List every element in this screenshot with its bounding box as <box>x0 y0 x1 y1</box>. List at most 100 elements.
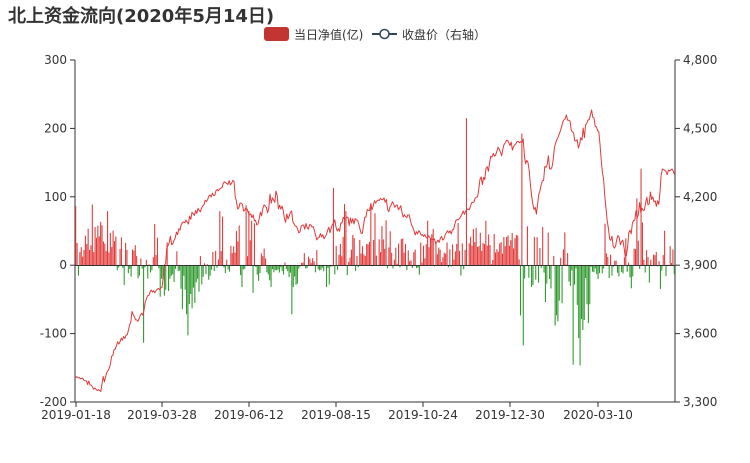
net-flow-bar <box>380 252 382 266</box>
net-flow-bar <box>553 255 555 266</box>
net-flow-bar <box>195 265 197 283</box>
net-flow-bar <box>215 250 217 266</box>
net-flow-bar <box>477 246 479 266</box>
net-flow-bar <box>608 265 610 279</box>
net-flow-bar <box>500 242 502 266</box>
net-flow-bar <box>323 265 325 272</box>
net-flow-bar <box>86 244 88 266</box>
net-flow-bar <box>337 265 339 270</box>
net-flow-bar <box>442 257 444 266</box>
net-flow-bar <box>82 256 84 266</box>
net-flow-bar <box>123 265 125 286</box>
net-flow-bar <box>264 258 267 266</box>
net-flow-bar <box>176 251 178 266</box>
net-flow-bar <box>571 265 573 271</box>
net-flow-bar <box>628 262 630 266</box>
net-flow-bar <box>226 259 228 266</box>
net-flow-bar <box>138 265 140 276</box>
net-flow-bar <box>140 258 142 266</box>
net-flow-bar <box>87 228 89 266</box>
net-flow-bar <box>470 236 472 266</box>
chart-title: 北上资金流向(2020年5月14日) <box>8 6 275 27</box>
net-flow-bar <box>266 265 268 273</box>
net-flow-bar <box>343 204 346 266</box>
net-flow-bar <box>594 265 596 269</box>
net-flow-bar <box>206 264 208 266</box>
net-flow-bar <box>429 238 431 266</box>
net-flow-bar <box>273 265 275 273</box>
net-flow-bar <box>345 211 347 266</box>
net-flow-bar <box>589 265 591 305</box>
net-flow-bar <box>652 254 655 266</box>
net-flow-bar <box>672 249 674 266</box>
net-flow-bar <box>550 265 552 289</box>
legend-line-swatch <box>372 28 397 40</box>
net-flow-bar <box>167 265 170 291</box>
net-flow-bar <box>248 210 250 266</box>
net-flow-bar <box>560 257 562 266</box>
net-flow-bar <box>472 229 474 266</box>
net-flow-bar <box>522 265 524 346</box>
net-flow-bar <box>597 265 599 280</box>
net-flow-bar <box>406 265 408 271</box>
net-flow-bar <box>313 261 315 266</box>
net-flow-bar <box>639 265 641 269</box>
net-flow-bar <box>125 242 127 266</box>
net-flow-bar <box>83 249 85 266</box>
net-flow-bar <box>101 225 103 266</box>
net-flow-bar <box>507 235 509 266</box>
net-flow-bar <box>468 243 470 266</box>
net-flow-bar <box>353 238 355 266</box>
net-flow-bar <box>640 168 642 266</box>
net-flow-bar <box>298 265 300 269</box>
net-flow-bar <box>567 253 569 266</box>
net-flow-bar <box>111 247 113 266</box>
net-flow-bar <box>445 253 447 266</box>
net-flow-bar <box>235 231 237 266</box>
net-flow-bar <box>603 265 605 269</box>
net-flow-bar <box>115 236 117 266</box>
net-flow-bar <box>194 265 196 303</box>
net-flow-bar <box>91 204 93 266</box>
net-flow-bar <box>555 265 558 316</box>
net-flow-bar <box>478 246 480 266</box>
net-flow-bar <box>421 262 423 266</box>
net-flow-bar <box>95 237 98 266</box>
net-flow-bar <box>212 251 214 266</box>
net-flow-bar <box>543 265 545 273</box>
net-flow-bar <box>475 227 477 266</box>
net-flow-bar <box>580 265 583 319</box>
net-flow-bar <box>258 265 260 281</box>
net-flow-bar <box>170 265 172 276</box>
legend-item-close-price[interactable]: 收盘价（右轴） <box>372 24 486 44</box>
net-flow-bar <box>197 265 199 279</box>
left-tick-label: 300 <box>44 53 67 67</box>
net-flow-bar <box>435 242 437 266</box>
net-flow-bar <box>198 265 200 292</box>
net-flow-bar <box>411 265 413 268</box>
net-flow-bar <box>436 254 438 266</box>
net-flow-bar <box>398 243 400 266</box>
net-flow-bar <box>252 265 254 293</box>
net-flow-bar <box>108 252 110 266</box>
net-flow-bar <box>270 265 272 287</box>
net-flow-bar <box>634 249 637 266</box>
net-flow-bar <box>629 265 631 278</box>
net-flow-bar <box>316 250 318 266</box>
net-flow-bar <box>440 262 443 266</box>
legend-item-net-flow[interactable]: 当日净值(亿) <box>264 24 363 44</box>
net-flow-bar <box>535 265 537 280</box>
net-flow-bar <box>381 226 383 266</box>
net-flow-bar <box>483 244 486 266</box>
net-flow-bar <box>590 265 592 267</box>
net-flow-bar <box>292 265 294 288</box>
net-flow-bar <box>149 265 152 273</box>
net-flow-bar <box>438 247 440 266</box>
net-flow-bar <box>119 248 121 266</box>
net-flow-bar <box>636 198 638 266</box>
net-flow-bar <box>368 241 370 266</box>
net-flow-bar <box>528 265 530 278</box>
net-flow-bar <box>658 261 660 266</box>
net-flow-bar <box>136 256 138 266</box>
net-flow-bar <box>224 265 226 274</box>
